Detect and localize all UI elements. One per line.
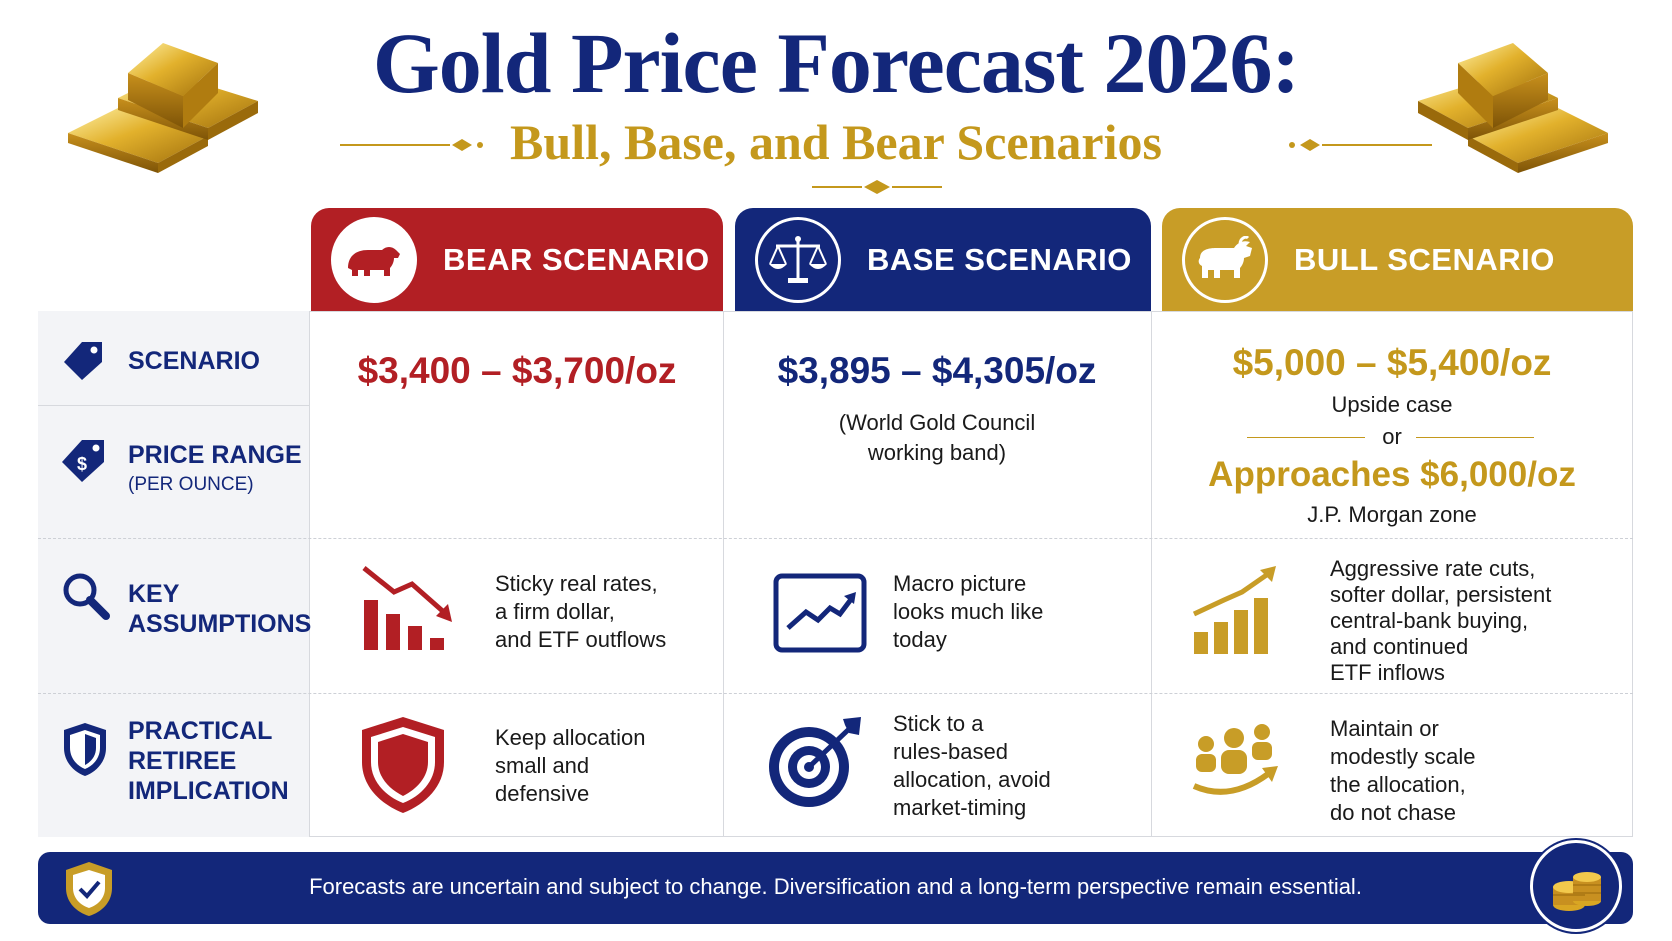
disclaimer-text: Forecasts are uncertain and subject to c…: [309, 874, 1362, 899]
bull-scenario-label: BULL SCENARIO: [1294, 241, 1555, 277]
column-divider: [1151, 311, 1152, 837]
gold-bars-left-icon: [68, 43, 258, 173]
base-scenario-header: BASE SCENARIO: [735, 208, 1151, 311]
row-label-practical-3: IMPLICATION: [128, 777, 289, 805]
bull-assumption-line-1: Aggressive rate cuts,: [1330, 556, 1536, 581]
base-price-note-2: working band): [867, 440, 1007, 465]
gold-bars-right-icon: [1418, 43, 1608, 173]
bear-price-range: $3,400 – $3,700/oz: [357, 350, 677, 391]
base-price-note-1: (World Gold Council: [838, 410, 1036, 435]
ornament-left-icon: [340, 139, 483, 151]
base-assumption-line-3: today: [893, 627, 947, 652]
or-line-right: [1416, 437, 1534, 438]
ornament-center-icon: [812, 180, 942, 194]
check-shield-icon: [66, 862, 112, 916]
base-assumption-line-1: Macro picture: [893, 571, 1027, 596]
bull-implication-line-1: Maintain or: [1330, 716, 1439, 741]
chart-down-icon: [362, 566, 452, 650]
page-subtitle: Bull, Base, and Bear Scenarios: [510, 114, 1162, 170]
bear-assumption-line-2: a firm dollar,: [495, 599, 615, 624]
shield-icon: [64, 723, 106, 776]
row-label-scenario: SCENARIO: [128, 347, 260, 375]
bull-implication-line-2: modestly scale: [1330, 744, 1476, 769]
price-tag-icon: $: [62, 440, 104, 482]
bull-icon: [1182, 216, 1268, 303]
bull-assumption-line-4: and continued: [1330, 634, 1469, 659]
magnifier-icon: [63, 573, 110, 620]
or-line-left: [1247, 437, 1365, 438]
bull-implication-line-4: do not chase: [1330, 800, 1456, 825]
base-assumption-line-2: looks much like: [893, 599, 1044, 624]
bear-implication-line-2: small and: [495, 753, 590, 778]
label-divider: [38, 405, 310, 406]
bull-scenario-header: BULL SCENARIO: [1162, 208, 1633, 311]
bull-price-range: $5,000 – $5,400/oz: [1232, 342, 1552, 383]
row-label-price-range: PRICE RANGE: [128, 441, 302, 469]
coins-badge: [1530, 840, 1622, 932]
bear-implication-line-3: defensive: [495, 781, 590, 806]
trend-up-monitor-icon: [773, 573, 867, 653]
base-implication-line-4: market-timing: [893, 795, 1027, 820]
tag-icon: [64, 342, 102, 380]
people-growth-icon: [1192, 724, 1278, 795]
base-implication-line-2: rules-based: [893, 739, 1008, 764]
bear-scenario-header: BEAR SCENARIO: [311, 208, 723, 311]
row-label-price-range-sub: (PER OUNCE): [128, 474, 254, 495]
svg-text:$: $: [77, 454, 87, 474]
bear-scenario-label: BEAR SCENARIO: [443, 241, 710, 277]
ornament-right-icon: [1289, 139, 1432, 151]
scales-icon: [755, 216, 841, 303]
bull-assumption-line-3: central-bank buying,: [1330, 608, 1529, 633]
bull-alt-note: J.P. Morgan zone: [1307, 502, 1477, 527]
base-implication-line-1: Stick to a: [893, 711, 984, 736]
page-title: Gold Price Forecast 2026:: [372, 15, 1300, 111]
chart-up-icon: [1192, 566, 1276, 654]
bull-assumption-line-2: softer dollar, persistent: [1330, 582, 1552, 607]
bear-assumption-line-3: and ETF outflows: [495, 627, 667, 652]
base-implication-line-3: allocation, avoid: [893, 767, 1051, 792]
row-divider: [38, 693, 1633, 694]
bull-or-text: or: [1382, 424, 1402, 449]
bear-assumption-line-1: Sticky real rates,: [495, 571, 658, 596]
row-divider: [38, 538, 1633, 539]
bear-implication-line-1: Keep allocation: [495, 725, 646, 750]
red-shield-icon: [362, 717, 444, 813]
disclaimer-banner: Forecasts are uncertain and subject to c…: [38, 852, 1633, 924]
target-icon: [769, 717, 861, 807]
bull-implication-line-3: the allocation,: [1330, 772, 1466, 797]
bull-price-note: Upside case: [1331, 392, 1453, 417]
bear-icon: [331, 216, 417, 303]
gold-coins-icon: [1553, 872, 1601, 911]
column-divider: [723, 311, 724, 837]
row-label-key-assumptions-1: KEY: [128, 580, 180, 608]
bull-alt-price: Approaches $6,000/oz: [1208, 455, 1576, 494]
base-price-range: $3,895 – $4,305/oz: [777, 350, 1097, 391]
row-label-key-assumptions-2: ASSUMPTIONS: [128, 610, 312, 638]
row-label-practical-2: RETIREE: [128, 747, 237, 775]
base-scenario-label: BASE SCENARIO: [867, 241, 1132, 277]
bull-assumption-line-5: ETF inflows: [1330, 660, 1445, 685]
row-label-practical-1: PRACTICAL: [128, 717, 273, 745]
